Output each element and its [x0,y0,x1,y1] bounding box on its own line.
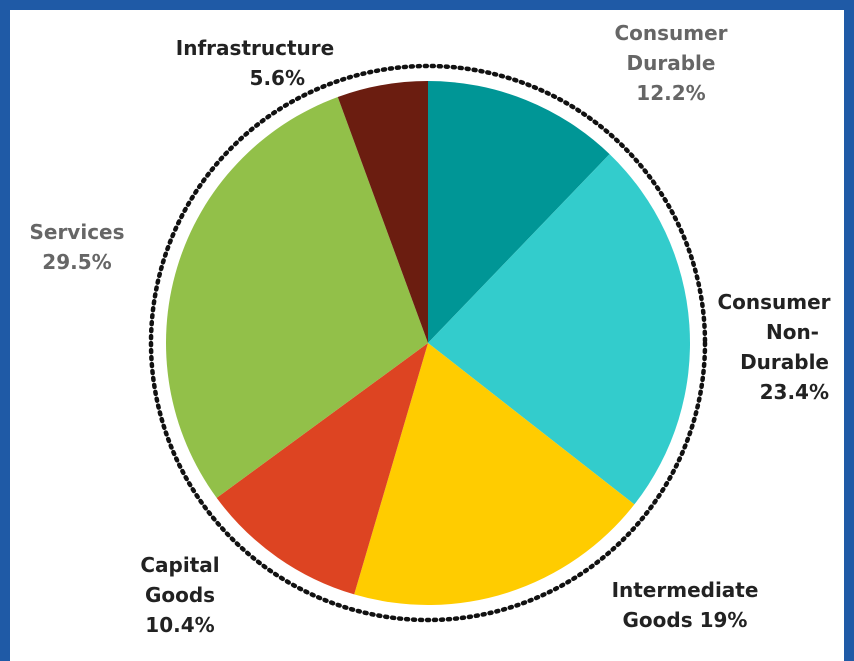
pie-slices [166,81,690,605]
label-intermediate-goods: Intermediate Goods 19% [611,578,759,632]
dotted-ring [148,63,708,623]
label-capital-goods: Capital Goods 10.4% [140,553,220,637]
label-infrastructure: Infrastructure 5.6% [175,36,335,90]
pie-slice-infrastructure [337,81,428,343]
pie-slice-capital-goods [216,343,428,595]
label-services: Services 29.5% [29,220,125,274]
pie-slice-services [166,97,429,498]
pie-slice-intermediate-goods [354,343,635,605]
chart-frame: Consumer Durable 12.2% Consumer Non- Dur… [10,10,844,661]
label-consumer-durable: Consumer Durable 12.2% [614,21,728,105]
pie-slice-consumer-non-durable [428,154,690,505]
pie-chart [148,63,708,623]
pie-slice-consumer-durable [428,81,610,343]
label-consumer-non-durable: Consumer Non- Durable 23.4% [717,290,831,404]
